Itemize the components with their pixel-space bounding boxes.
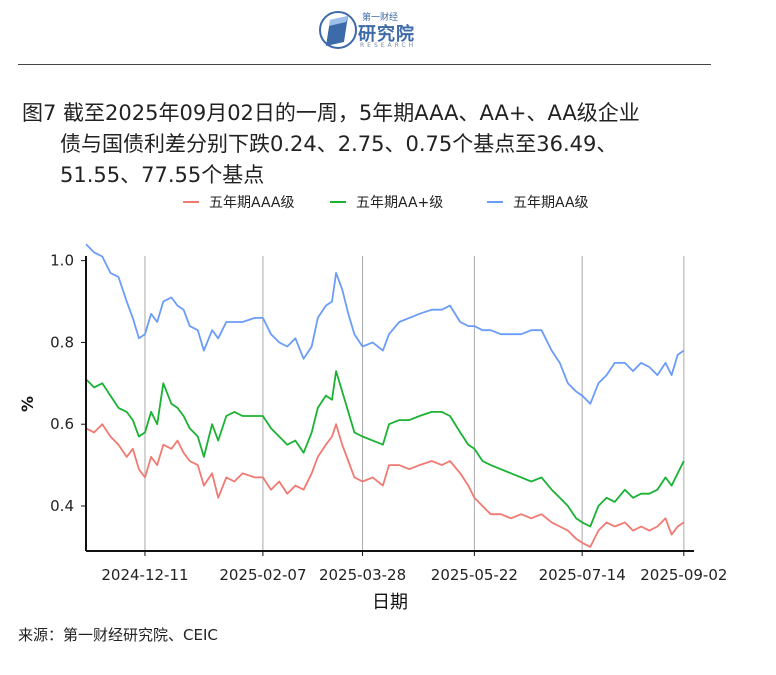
chart-legend: 五年期AAA级 五年期AA+级 五年期AA级 <box>183 195 589 211</box>
x-tick-label-2: 2025-03-28 <box>319 566 406 584</box>
x-axis-label: 日期 <box>372 592 408 613</box>
title-line-2: 债与国债利差分别下跌0.24、2.75、0.75个基点至36.49、 <box>60 132 618 156</box>
legend-label-aa-plus: 五年期AA+级 <box>356 195 443 211</box>
y-tick-label-0: 0.4 <box>50 497 74 515</box>
legend-label-aaa: 五年期AAA级 <box>209 195 295 211</box>
figure-title: 图7 截至2025年09月02日的一周，5年期AAA、AA+、AA级企业 债与国… <box>22 98 722 191</box>
legend-label-aa: 五年期AA级 <box>513 195 589 211</box>
y-axis-ticks: 0.4 0.6 0.8 1.0 <box>50 252 86 515</box>
logo-brand: 研究院 <box>358 24 415 45</box>
chart-grid <box>144 256 685 551</box>
x-tick-label-0: 2024-12-11 <box>101 566 188 584</box>
title-line-1: 图7 截至2025年09月02日的一周，5年期AAA、AA+、AA级企业 <box>22 101 640 125</box>
chart-axes <box>85 256 694 552</box>
spread-line-chart: 五年期AAA级 五年期AA+级 五年期AA级 0.4 0.6 0.8 1.0 2024-1… <box>18 195 727 613</box>
x-tick-label-5: 2025-09-02 <box>640 566 727 584</box>
y-tick-label-1: 0.6 <box>50 415 74 433</box>
header-logo: 第一财经 研究院 RESEARCH <box>318 8 438 56</box>
y-tick-label-3: 1.0 <box>50 252 74 270</box>
x-tick-label-3: 2025-05-22 <box>431 566 518 584</box>
x-axis-ticks: 2024-12-11 2025-02-07 2025-03-28 2025-05-22… <box>101 551 727 584</box>
source-note: 来源：第一财经研究院、CEIC <box>18 626 218 644</box>
x-tick-label-4: 2025-07-14 <box>539 566 626 584</box>
x-tick-label-1: 2025-02-07 <box>219 566 306 584</box>
logo-line1: 第一财经 <box>362 13 399 23</box>
y-tick-label-2: 0.8 <box>50 333 74 351</box>
header-divider <box>18 64 711 65</box>
series-line-aa-plus <box>85 370 685 528</box>
series-line-aaa <box>85 423 685 548</box>
title-line-3: 51.55、77.55个基点 <box>60 163 265 187</box>
series-line-aa <box>85 243 685 405</box>
chart-series <box>85 243 685 548</box>
logo-sub: RESEARCH <box>360 42 417 49</box>
logo-emblem-icon <box>319 11 357 49</box>
y-axis-label: % <box>18 396 37 412</box>
